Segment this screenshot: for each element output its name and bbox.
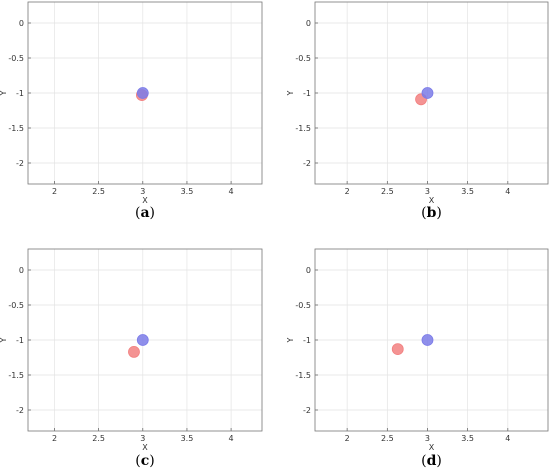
y-tick-label: -0.5 — [8, 301, 24, 310]
data-point-series-2 — [421, 334, 434, 346]
x-tick-label: 3 — [140, 434, 145, 443]
x-axis-label: X — [142, 196, 148, 205]
x-tick-label: 3.5 — [461, 187, 474, 196]
y-tick-label: -1.5 — [295, 124, 311, 133]
y-tick-label: -2 — [303, 159, 311, 168]
x-axis-label: X — [429, 196, 435, 205]
x-tick-label: 3 — [425, 434, 430, 443]
y-axis-label: Y — [286, 337, 295, 343]
y-tick-label: 0 — [19, 266, 24, 275]
panel-caption-letter: d — [427, 453, 437, 469]
y-tick-label: -1.5 — [8, 124, 24, 133]
panel-caption-letter: a — [140, 205, 149, 221]
y-tick-label: -0.5 — [8, 54, 24, 63]
x-tick-label: 2 — [52, 187, 57, 196]
axes-frame — [27, 248, 263, 432]
y-tick-label: -1.5 — [295, 371, 311, 380]
x-tick-label: 2.5 — [381, 434, 394, 443]
y-tick-label: -1 — [303, 336, 311, 345]
x-axis-label: X — [429, 443, 435, 452]
panel-b: 2 2.5 3 3.5 4 0 -0.5 -1 -1.5 -2 X Y (b) — [286, 1, 549, 221]
y-tick-label: -1 — [16, 89, 24, 98]
x-tick-label: 3.5 — [181, 434, 194, 443]
axes-frame — [314, 248, 549, 432]
data-point-series-2 — [136, 334, 149, 346]
x-tick-label: 2 — [345, 434, 350, 443]
x-tick-label: 4 — [229, 434, 234, 443]
x-tick-label: 4 — [505, 434, 510, 443]
y-tick-label: 0 — [306, 19, 311, 28]
y-tick-label: 0 — [306, 266, 311, 275]
panel-caption-letter: b — [427, 205, 437, 221]
axes-frame — [314, 1, 549, 185]
y-tick-label: -0.5 — [295, 301, 311, 310]
y-tick-label: -2 — [16, 159, 24, 168]
panel-caption: (c) — [135, 453, 154, 469]
y-axis-label: Y — [286, 90, 295, 96]
data-point-series-1 — [128, 345, 140, 358]
y-tick-label: -2 — [303, 406, 311, 415]
panel-caption: (d) — [421, 453, 442, 469]
panel-caption-letter: c — [141, 453, 150, 469]
panel-caption: (b) — [421, 205, 442, 221]
data-point-series-1 — [391, 343, 404, 356]
x-tick-label: 3.5 — [181, 187, 194, 196]
y-tick-label: -1 — [16, 336, 24, 345]
x-tick-label: 2.5 — [92, 434, 105, 443]
x-tick-label: 2.5 — [381, 187, 394, 196]
data-point-series-2 — [421, 87, 434, 99]
panel-caption: (a) — [135, 205, 155, 221]
y-axis-label: Y — [0, 337, 8, 343]
x-tick-label: 3 — [140, 187, 145, 196]
x-tick-label: 3.5 — [461, 434, 474, 443]
y-axis-label: Y — [0, 90, 8, 96]
x-tick-label: 3 — [425, 187, 430, 196]
panel-c: 2 2.5 3 3.5 4 0 -0.5 -1 -1.5 -2 X Y (c) — [0, 248, 263, 469]
x-tick-label: 2.5 — [92, 187, 105, 196]
x-tick-label: 4 — [505, 187, 510, 196]
x-axis-label: X — [142, 443, 148, 452]
x-tick-label: 2 — [52, 434, 57, 443]
x-tick-label: 2 — [345, 187, 350, 196]
y-tick-label: 0 — [19, 19, 24, 28]
y-tick-label: -1.5 — [8, 371, 24, 380]
y-tick-label: -2 — [16, 406, 24, 415]
y-tick-label: -0.5 — [295, 54, 311, 63]
panel-a: 2 2.5 3 3.5 4 0 -0.5 -1 -1.5 -2 X Y (a) — [0, 1, 263, 221]
panel-d: 2 2.5 3 3.5 4 0 -0.5 -1 -1.5 -2 X Y (d) — [286, 248, 549, 469]
data-point-series-2 — [136, 87, 149, 99]
axes-frame — [27, 1, 263, 185]
y-tick-label: -1 — [303, 89, 311, 98]
x-tick-label: 4 — [229, 187, 234, 196]
